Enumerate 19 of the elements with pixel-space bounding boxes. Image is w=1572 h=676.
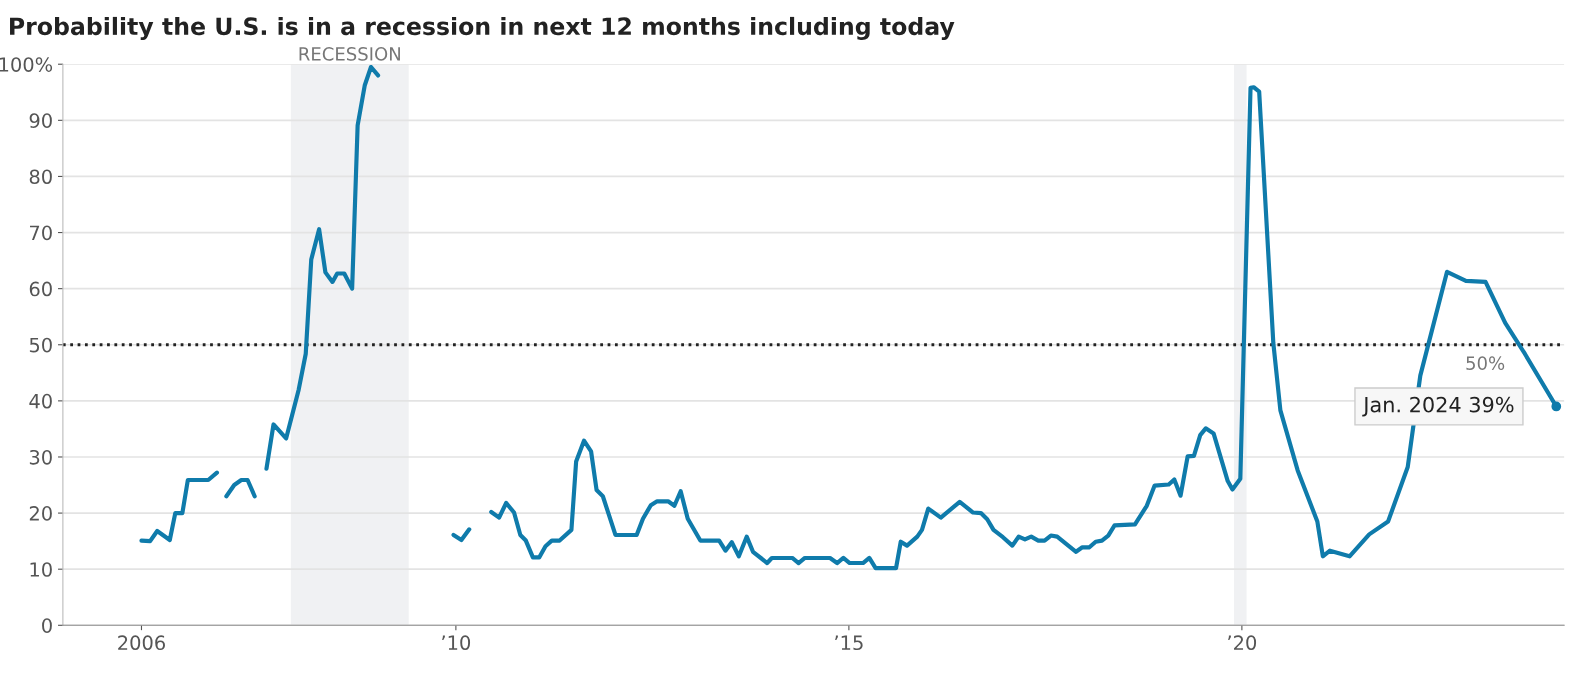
x-tick-label: 2006 xyxy=(118,635,165,651)
y-tick-label: 0 xyxy=(42,618,52,633)
y-tick-label: 50 xyxy=(29,337,52,353)
x-tick-label: ’15 xyxy=(835,635,863,651)
y-tick-label: 30 xyxy=(29,449,52,465)
x-tick-label: ’10 xyxy=(442,635,471,651)
band-label: RECESSION xyxy=(299,47,400,61)
y-tick-label: 60 xyxy=(29,281,52,297)
y-tick-label: 10 xyxy=(30,562,52,577)
y-tick-label: 20 xyxy=(29,506,52,521)
x-tick-label: ’20 xyxy=(1228,635,1257,651)
y-tick-label: 40 xyxy=(29,393,52,409)
chart-title: Probability the U.S. is in a recession in next 12 months including today xyxy=(10,16,955,40)
y-tick-label: 80 xyxy=(29,169,52,185)
y-tick-label: 100% xyxy=(0,57,53,72)
ref-line-label: 50% xyxy=(1466,356,1505,370)
annotation: Jan. 2024 39% xyxy=(1362,396,1514,417)
y-tick-label: 90 xyxy=(29,113,52,128)
y-tick-label: 70 xyxy=(30,225,52,241)
